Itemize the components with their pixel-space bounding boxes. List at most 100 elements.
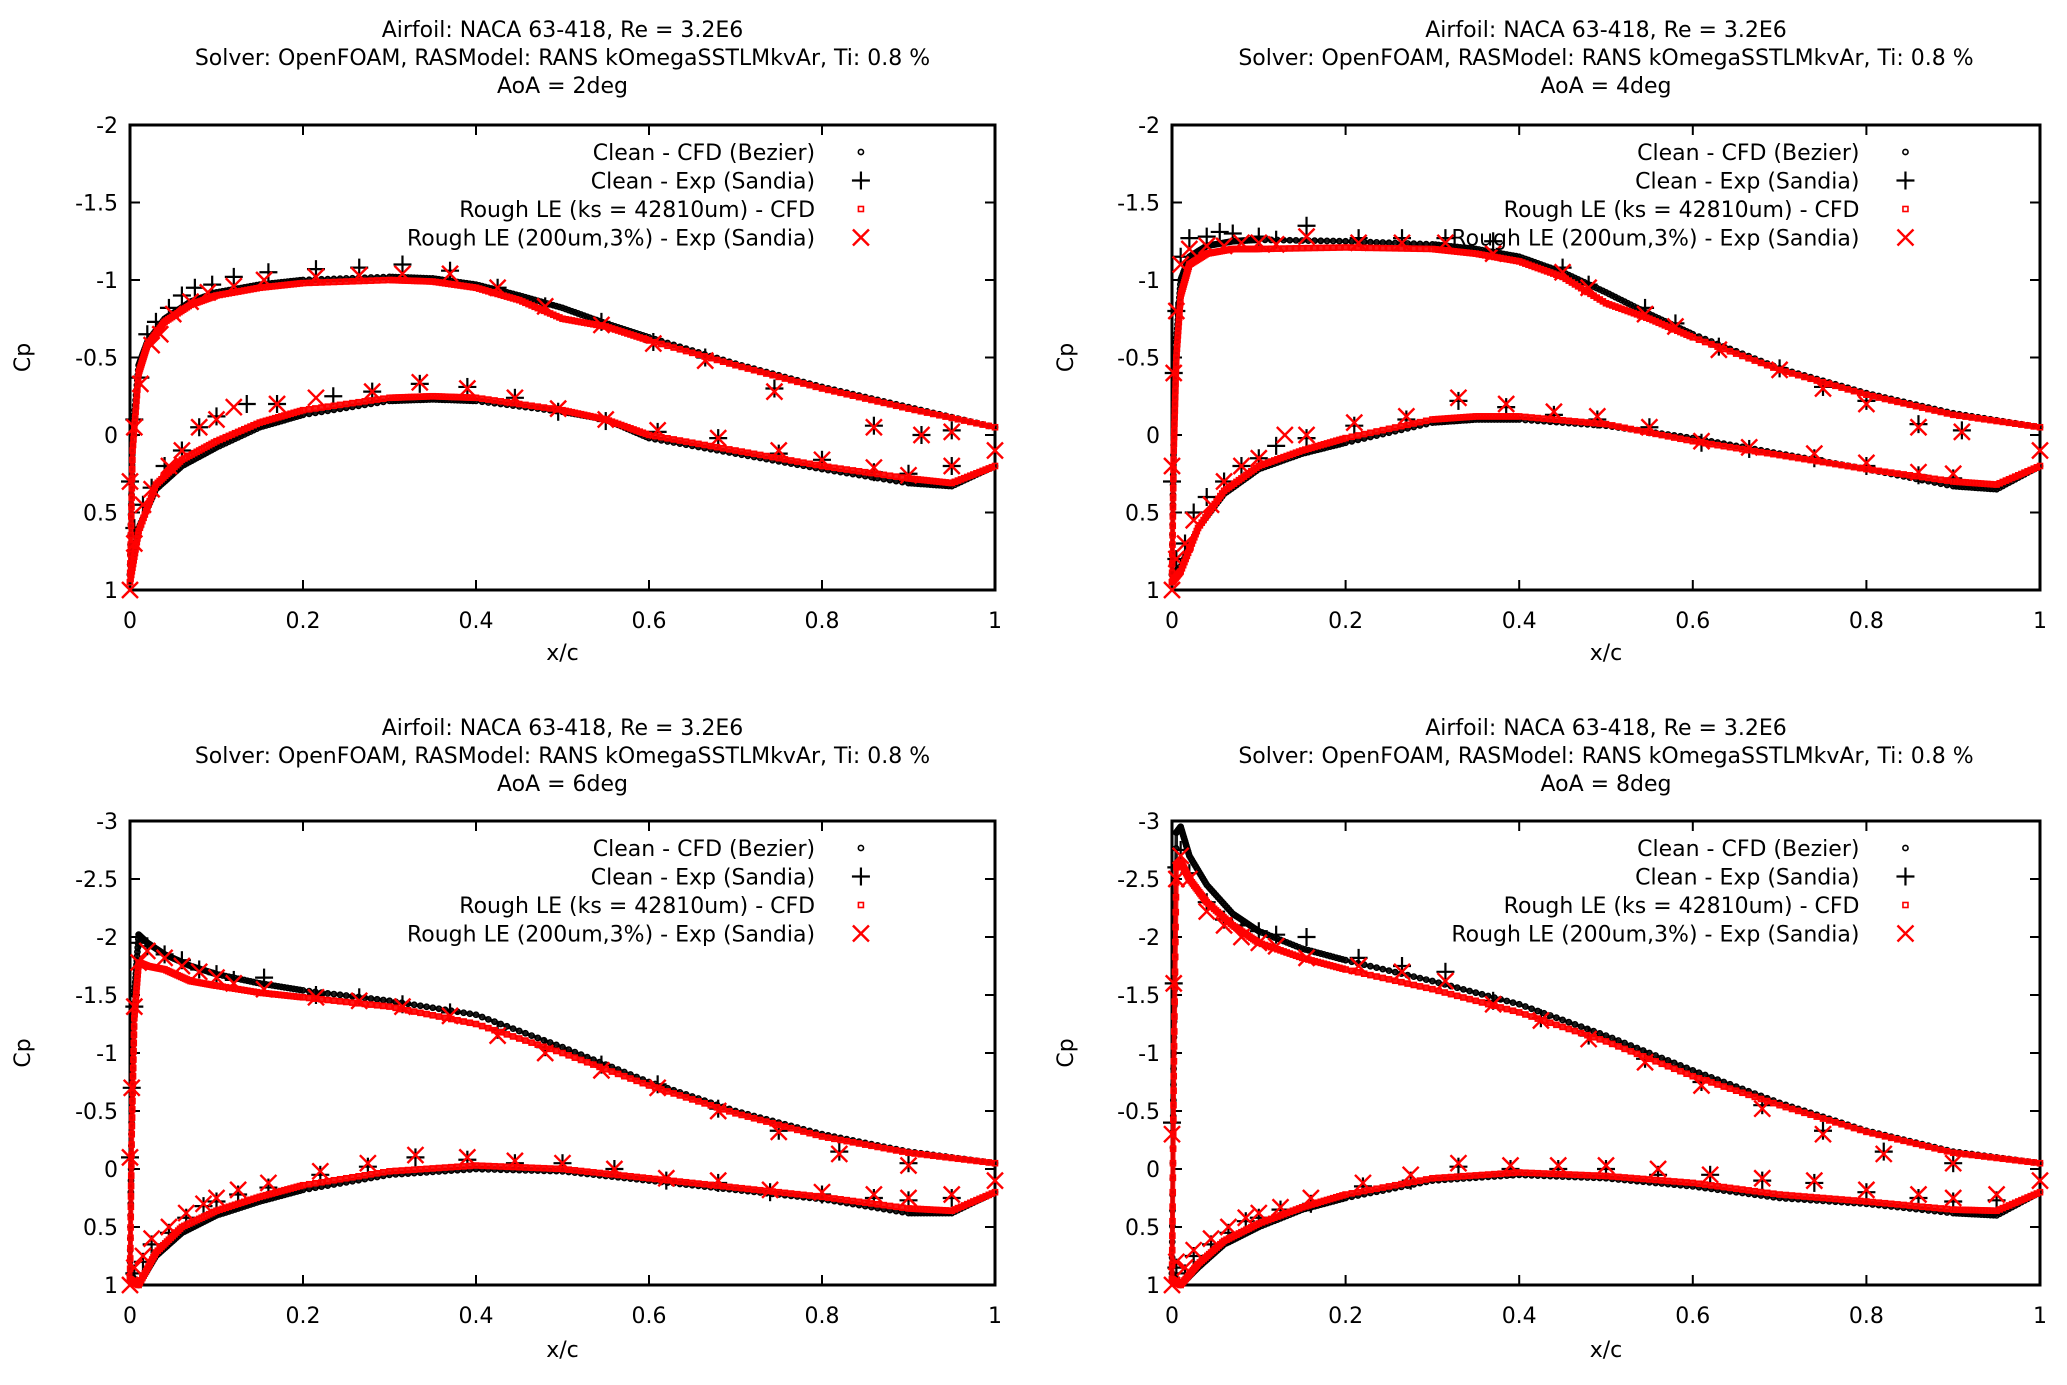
data-point — [682, 1094, 690, 1101]
data-point — [577, 1167, 585, 1175]
data-point — [1906, 471, 1914, 479]
data-point — [2018, 421, 2025, 428]
cross-stroke — [393, 997, 412, 1016]
data-point — [141, 511, 149, 518]
data-point — [435, 1013, 443, 1020]
data-point — [1909, 463, 1928, 482]
x-tick-label: 0.4 — [459, 609, 494, 634]
data-point — [1887, 1134, 1895, 1142]
cross-stroke — [142, 1229, 161, 1248]
data-point — [1342, 956, 1349, 964]
data-point — [763, 1118, 770, 1125]
data-point — [142, 480, 161, 499]
data-point — [2030, 1159, 2038, 1166]
cross-stroke — [1180, 240, 1199, 258]
data-point — [750, 1114, 758, 1122]
data-point — [1416, 245, 1424, 253]
data-point — [127, 522, 135, 530]
data-point — [1993, 1154, 2000, 1162]
data-point — [466, 1162, 474, 1170]
data-point — [1180, 229, 1199, 248]
data-point — [1332, 954, 1340, 962]
data-point — [1410, 245, 1418, 252]
data-point — [1832, 1119, 1839, 1126]
data-point — [255, 980, 273, 999]
data-point — [552, 1041, 560, 1049]
data-point — [145, 501, 152, 508]
data-point — [1342, 966, 1349, 973]
data-point — [1391, 1181, 1399, 1189]
data-point — [763, 370, 770, 377]
data-point — [1298, 237, 1306, 244]
data-point — [128, 494, 135, 501]
data-point — [1305, 946, 1312, 954]
data-point — [1172, 893, 1180, 901]
data-point — [138, 942, 157, 960]
data-point — [1664, 1062, 1672, 1070]
cross-stroke — [1345, 413, 1364, 432]
cross-stroke — [1640, 418, 1659, 437]
data-point — [855, 1198, 863, 1206]
data-point — [1385, 967, 1393, 975]
data-point — [330, 997, 338, 1004]
data-point — [1584, 1025, 1591, 1033]
x-tick-label: 0.8 — [805, 609, 840, 634]
data-point — [787, 376, 795, 384]
y-tick-label: -1 — [96, 1042, 118, 1067]
cross-stroke — [173, 957, 191, 975]
data-point — [553, 1165, 560, 1173]
data-point — [259, 1174, 278, 1192]
data-point — [1906, 401, 1914, 409]
data-point — [1404, 421, 1411, 429]
cross-stroke — [1184, 511, 1203, 530]
data-point — [2005, 419, 2013, 427]
series-square — [1168, 244, 2044, 586]
data-point — [1171, 968, 1179, 976]
data-point — [1171, 400, 1179, 408]
data-point — [831, 1195, 838, 1202]
data-point — [1814, 1121, 1832, 1140]
cross-stroke — [549, 399, 568, 418]
data-point — [134, 971, 142, 978]
data-point — [128, 1106, 136, 1113]
cross-stroke — [224, 398, 243, 416]
data-point — [2036, 462, 2044, 470]
data-point — [1163, 457, 1181, 475]
cross-stroke — [350, 991, 369, 1010]
data-point — [458, 379, 477, 398]
series-cross — [121, 942, 1004, 1294]
data-point — [190, 962, 209, 981]
data-point — [670, 1090, 678, 1097]
data-point — [367, 277, 375, 284]
series-square — [1168, 858, 2044, 1289]
data-point — [2011, 420, 2019, 428]
legend-label: Clean - Exp (Sandia) — [591, 866, 815, 891]
cross-stroke — [164, 305, 183, 323]
x-tick-label: 0.6 — [1675, 1304, 1710, 1329]
data-point — [1329, 237, 1337, 245]
cross-stroke — [177, 1204, 196, 1222]
data-point — [130, 1048, 137, 1055]
data-point — [713, 443, 721, 451]
data-point — [509, 1033, 517, 1040]
data-point — [942, 413, 949, 420]
data-point — [1584, 1171, 1591, 1179]
data-point — [142, 1229, 161, 1248]
data-point — [484, 1015, 492, 1023]
data-point — [324, 989, 332, 997]
cross-stroke — [1436, 233, 1455, 252]
data-point — [1342, 237, 1349, 245]
data-point — [1788, 370, 1796, 377]
data-point — [565, 1166, 572, 1173]
data-point — [134, 948, 141, 956]
cross-stroke — [1249, 449, 1268, 468]
data-point — [1819, 458, 1827, 466]
data-point — [148, 491, 156, 498]
data-point — [127, 513, 135, 520]
data-point — [648, 421, 667, 440]
data-point — [1297, 429, 1316, 448]
data-point — [1472, 989, 1480, 997]
data-point — [1677, 1067, 1684, 1075]
data-point — [1169, 1203, 1176, 1210]
series-plus — [121, 933, 961, 1283]
